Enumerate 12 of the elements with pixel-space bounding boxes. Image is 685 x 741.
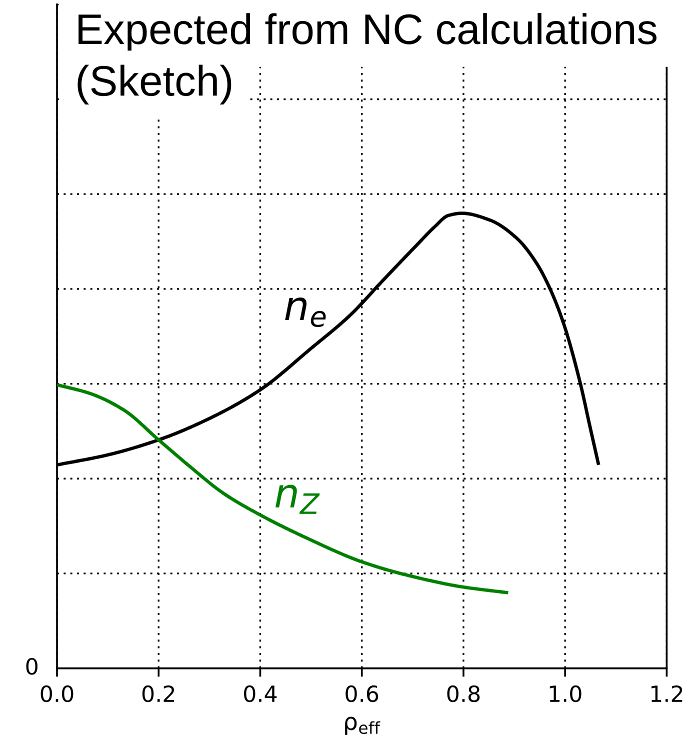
x-tick-label: 0.2 [142,685,174,702]
x-tick-label: 0.6 [346,685,378,702]
series-label: n$_{e}$ [285,297,326,328]
chart-title: Expected from NC calculations (Sketch) [78,13,656,104]
text: 0 [26,658,38,675]
series-label: n$_{Z}$ [275,484,320,514]
x-tick-label: 1.0 [550,685,582,702]
x-tick-label: 0.8 [447,685,480,702]
x-axis-title: ρ$_{eff}$ [345,716,380,735]
x-tick-label: 1.2 [651,685,682,702]
x-tick-label: 0.4 [244,685,277,702]
x-tick-label: 0.0 [40,685,74,702]
